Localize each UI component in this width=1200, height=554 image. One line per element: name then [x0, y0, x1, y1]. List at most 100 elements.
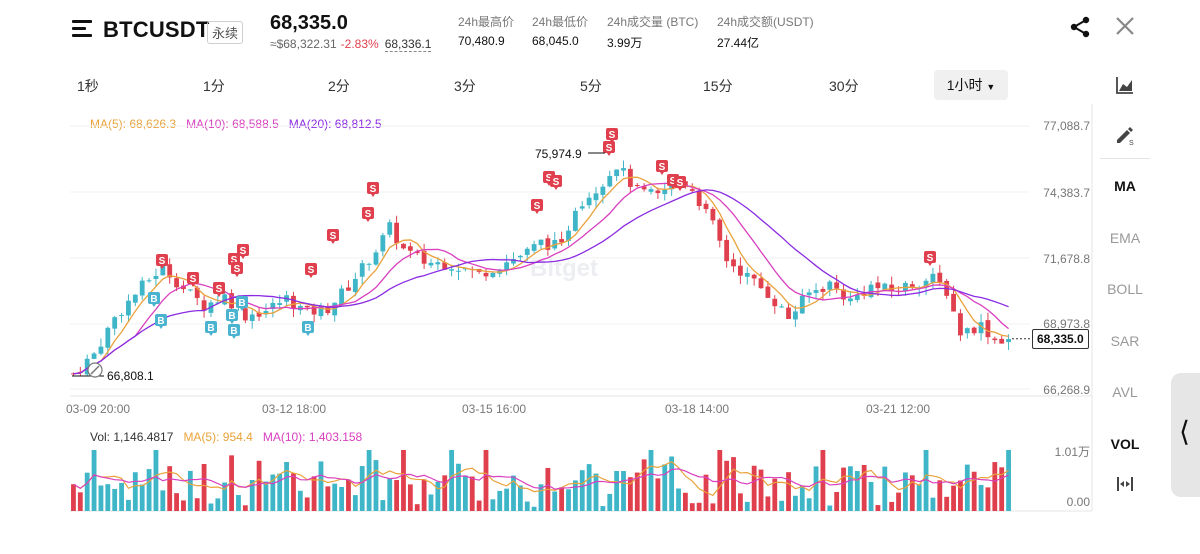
volume-bar	[126, 499, 131, 511]
sidebar-item-ema[interactable]: EMA	[1109, 230, 1141, 246]
tab-5m[interactable]: 5分	[580, 78, 602, 94]
tab-1m[interactable]: 1分	[203, 78, 225, 94]
candle-body	[394, 222, 400, 244]
candle-body	[600, 186, 606, 195]
sell-marker-label: S	[234, 264, 241, 275]
candle-body	[772, 298, 778, 307]
volume-bar	[119, 482, 124, 511]
stat-low-value: 68,045.0	[532, 34, 579, 48]
candle-body	[442, 262, 448, 270]
tab-2m[interactable]: 2分	[328, 78, 350, 94]
volume-bar	[284, 462, 289, 511]
volume-bar	[497, 490, 503, 511]
candle-body	[985, 320, 991, 338]
volume-bar	[483, 450, 489, 511]
volume-bar	[249, 479, 255, 511]
draw-tool-icon[interactable]: S	[1114, 124, 1136, 146]
buy-marker-pointer	[232, 336, 236, 339]
candle-body	[978, 322, 984, 334]
buy-marker-label: B	[150, 294, 157, 305]
expand-width-icon[interactable]	[1116, 476, 1134, 492]
volume-bar	[270, 474, 276, 511]
volume-bar	[380, 500, 386, 511]
ma20-legend: MA(20): 68,812.5	[288, 117, 382, 131]
mark-price[interactable]: 68,336.1	[384, 37, 432, 52]
volume-bar	[854, 471, 860, 511]
symbol-title[interactable]: BTCUSDT	[103, 17, 210, 42]
sell-marker	[187, 272, 199, 284]
sidebar-item-vol[interactable]: VOL	[1110, 436, 1140, 452]
volume-bar	[277, 473, 283, 511]
candle-body	[318, 305, 324, 317]
candle-body	[545, 238, 551, 250]
candle-body	[304, 305, 310, 308]
share-icon[interactable]	[1068, 15, 1092, 39]
volume-bar	[786, 472, 791, 511]
side-drawer-handle[interactable]: ⟨	[1171, 373, 1200, 497]
tab-1h-dropdown[interactable]: 1小时 ▼	[934, 70, 1008, 100]
candle-body	[841, 289, 846, 300]
menu-icon[interactable]	[72, 20, 92, 38]
volume-bar	[325, 486, 331, 511]
drawing-tool-icon-stroke	[90, 365, 100, 375]
candle-body	[256, 312, 262, 317]
volume-bar	[387, 478, 393, 511]
active-interval-label: 1小时	[946, 77, 983, 93]
sell-marker-pointer	[191, 284, 195, 287]
sidebar-item-sar[interactable]: SAR	[1110, 333, 1140, 349]
sidebar-item-boll[interactable]: BOLL	[1107, 281, 1143, 297]
tab-15m[interactable]: 15分	[703, 78, 733, 94]
price-tick: 68,973.8	[1043, 317, 1090, 331]
volume-bar	[167, 466, 173, 511]
buy-marker-pointer	[306, 333, 310, 336]
buy-marker-label: B	[238, 298, 245, 309]
current-price-tag: 68,335.0	[1032, 329, 1089, 349]
stat-high-label: 24h最高价	[458, 15, 515, 29]
candle-body	[194, 287, 200, 298]
volume-bar	[435, 481, 441, 511]
candle-body	[621, 168, 626, 171]
volume-legend: Vol: 1,146.4817 MA(5): 954.4 MA(10): 1,4…	[90, 430, 362, 444]
candle-body	[270, 302, 276, 309]
volume-bar	[373, 460, 379, 511]
chart-type-icon[interactable]	[1116, 76, 1134, 94]
sell-marker	[924, 251, 936, 263]
candle-body	[923, 280, 929, 287]
candle-body	[359, 263, 365, 277]
tab-1s[interactable]: 1秒	[77, 78, 99, 94]
volume-bar	[531, 506, 537, 511]
candle-body	[132, 294, 138, 303]
tab-3m[interactable]: 3分	[454, 78, 476, 94]
sidebar-item-ma[interactable]: MA	[1114, 178, 1136, 194]
candle-body	[909, 284, 915, 287]
candle-body	[538, 239, 544, 246]
candle-body	[882, 283, 888, 290]
volume-bar	[916, 484, 922, 511]
volume-bar	[132, 472, 138, 511]
volume-bar	[861, 464, 867, 511]
volume-bar	[407, 484, 413, 511]
candle-body	[992, 338, 998, 341]
stat-volume-value: 3.99万	[607, 36, 643, 50]
candle-body	[346, 287, 351, 291]
close-icon[interactable]	[1114, 15, 1136, 37]
volume-bar	[256, 460, 262, 511]
ma-legend: MA(5): 68,626.3 MA(10): 68,588.5 MA(20):…	[90, 117, 382, 131]
candle-body	[586, 197, 592, 206]
buy-marker-label: B	[207, 323, 214, 334]
tab-30m[interactable]: 30分	[829, 78, 859, 94]
sell-marker-label: S	[546, 173, 553, 184]
volume-bar	[359, 466, 365, 511]
candle-body	[634, 185, 640, 187]
sell-marker-pointer	[235, 274, 239, 277]
sidebar-item-avl[interactable]: AVL	[1112, 384, 1138, 400]
candle-body	[820, 288, 826, 292]
volume-bar	[1006, 450, 1011, 511]
candle-body	[779, 306, 785, 308]
candle-body	[483, 272, 489, 277]
volume-bar	[579, 470, 585, 511]
last-price: 68,335.0	[270, 12, 348, 34]
volume-bar	[607, 493, 613, 511]
candle-body	[758, 278, 764, 289]
